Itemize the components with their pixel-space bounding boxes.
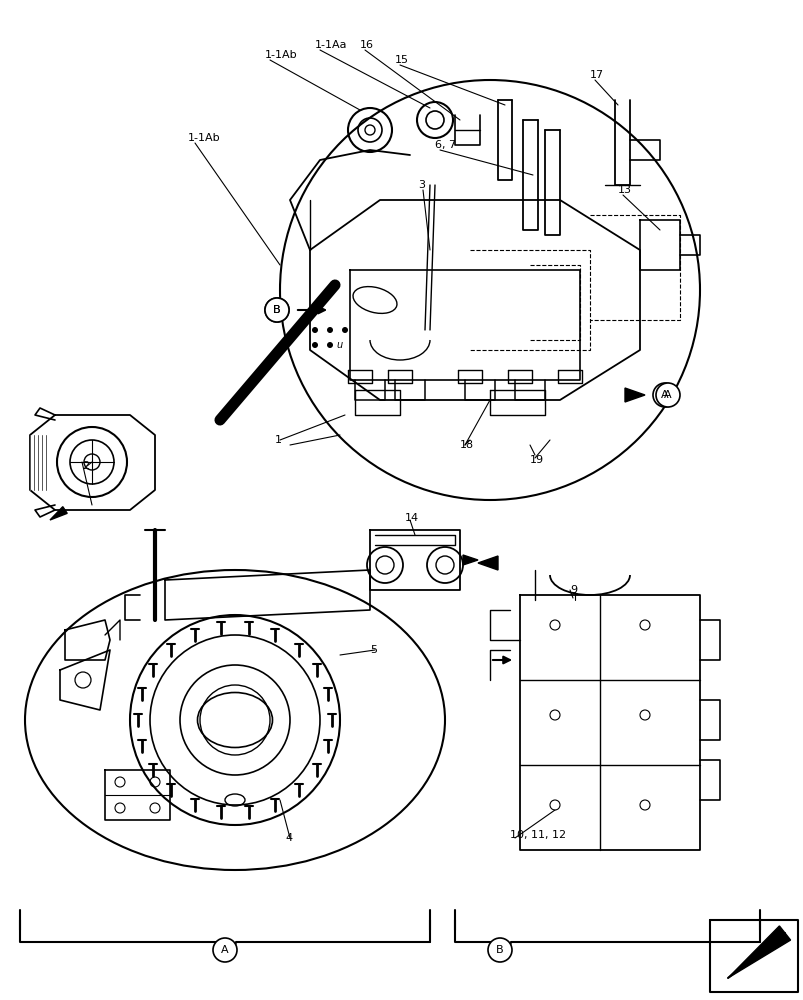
Circle shape: [312, 327, 318, 333]
Circle shape: [265, 298, 288, 322]
Text: B: B: [495, 945, 503, 955]
Polygon shape: [463, 555, 478, 565]
Text: 16: 16: [360, 40, 373, 50]
Text: 6, 7: 6, 7: [434, 140, 455, 150]
Polygon shape: [478, 556, 497, 570]
Text: 13: 13: [618, 185, 631, 195]
Circle shape: [487, 938, 512, 962]
Text: 9: 9: [569, 585, 577, 595]
Text: u: u: [336, 340, 343, 350]
Text: 10, 11, 12: 10, 11, 12: [509, 830, 565, 840]
Circle shape: [341, 327, 348, 333]
Text: 1-1Ab: 1-1Ab: [265, 50, 297, 60]
Circle shape: [312, 342, 318, 348]
Text: 17: 17: [589, 70, 603, 80]
Circle shape: [327, 342, 332, 348]
Text: 2: 2: [82, 461, 89, 471]
Circle shape: [655, 383, 679, 407]
Circle shape: [265, 298, 288, 322]
Polygon shape: [50, 507, 67, 520]
Text: B: B: [273, 305, 280, 315]
Text: 15: 15: [394, 55, 409, 65]
Text: 18: 18: [459, 440, 474, 450]
Text: 4: 4: [284, 833, 291, 843]
Circle shape: [652, 383, 676, 407]
Text: A: A: [663, 390, 671, 400]
Text: 14: 14: [405, 513, 418, 523]
Text: 1-1Ab: 1-1Ab: [188, 133, 220, 143]
Text: 5: 5: [369, 645, 377, 655]
Text: 3: 3: [418, 180, 425, 190]
Text: A: A: [221, 945, 229, 955]
Polygon shape: [624, 388, 644, 402]
Text: B: B: [273, 305, 280, 315]
Text: 1-1Aa: 1-1Aa: [315, 40, 347, 50]
Circle shape: [213, 938, 237, 962]
Circle shape: [327, 327, 332, 333]
Text: 1: 1: [275, 435, 282, 445]
Polygon shape: [727, 926, 789, 978]
Text: A: A: [660, 390, 668, 400]
Text: 19: 19: [529, 455, 544, 465]
